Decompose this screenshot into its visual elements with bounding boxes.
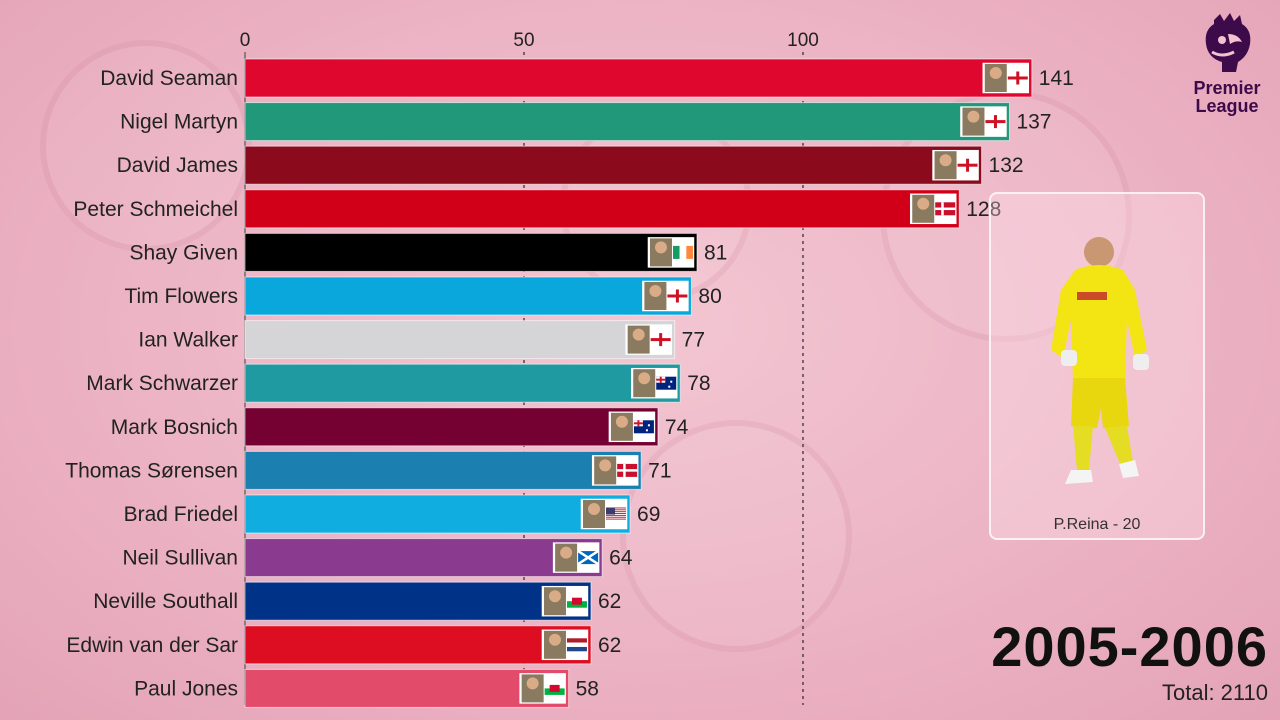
england-flag-icon [650,333,671,347]
logo-line-1: Premier [1193,78,1261,98]
bar [244,58,1033,98]
bar [244,450,642,490]
bar [244,407,659,447]
england-flag-icon [1007,71,1028,85]
usa-flag-icon [606,507,627,520]
bar-value: 64 [609,547,633,570]
player-face-icon [939,154,952,167]
bar-label: Brad Friedel [124,503,238,526]
player-face-icon [560,546,573,559]
bar-label: Thomas Sørensen [65,459,238,482]
bar-label: Mark Bosnich [111,416,238,439]
premier-league-logo: Premier League [1188,12,1266,115]
bar-value: 71 [648,459,671,482]
player-face-icon [967,110,980,123]
bar [244,189,960,229]
background-crest [620,420,852,652]
bar-value: 80 [698,285,721,308]
player-face-icon [599,459,612,472]
logo-line-2: League [1195,96,1259,116]
bar-label: Neil Sullivan [122,547,238,570]
denmark-flag-icon [617,463,638,477]
netherlands-flag-icon [566,638,587,652]
bar-value: 132 [989,154,1024,177]
bar [244,581,592,621]
bar-label: Mark Schwarzer [86,372,238,395]
bar [244,102,1010,142]
denmark-flag-icon [935,202,956,216]
bar-value: 62 [598,634,621,657]
x-tick-label: 100 [787,30,819,51]
player-face-icon [989,67,1002,79]
bar [244,538,603,578]
featured-player-caption: P.Reina - 20 [1053,516,1141,533]
bar [244,494,631,534]
wales-flag-icon [544,681,565,695]
bar-label: Nigel Martyn [120,111,238,134]
bar-label: Shay Given [129,241,238,264]
bar-value: 58 [576,677,599,700]
player-face-icon [654,241,667,254]
featured-player-card: P.Reina - 20 [989,192,1205,540]
goalkeeper-image [1051,237,1149,484]
bar-label: David James [117,154,238,177]
lion-crest-icon [1205,13,1251,72]
bar-label: Neville Southall [93,590,238,613]
bar [244,145,983,185]
bar [244,363,681,403]
england-flag-icon [985,115,1006,129]
total-label: Total: 2110 [1161,680,1268,705]
bar [244,232,698,272]
player-face-icon [526,677,539,690]
bar [244,668,570,708]
bar [244,625,592,665]
wales-flag-icon [566,594,587,608]
player-face-icon [548,633,561,646]
ireland-flag-icon [672,245,693,259]
bar-value: 141 [1039,67,1074,90]
bar-label: Tim Flowers [124,285,238,308]
bar [244,320,676,360]
season-label: 2005-2006 [991,615,1268,678]
player-face-icon [632,328,645,341]
bar-value: 128 [966,198,1001,221]
bar-label: Peter Schmeichel [73,198,238,221]
bar-value: 137 [1016,111,1051,134]
bar-label: Ian Walker [138,329,238,352]
bar-value: 78 [687,372,710,395]
bar-label: David Seaman [100,67,238,90]
bar [244,276,692,316]
england-flag-icon [667,289,688,303]
bar-value: 81 [704,241,727,264]
player-face-icon [548,590,561,603]
player-face-icon [615,415,628,428]
australia-flag-icon [633,420,654,434]
background-crest [40,40,252,252]
bar-value: 74 [665,416,689,439]
bar-value: 69 [637,503,660,526]
x-tick-label: 50 [513,30,534,51]
player-face-icon [588,503,601,515]
bar-label: Paul Jones [134,677,238,700]
bar-value: 77 [682,329,705,352]
scotland-flag-icon [577,550,599,566]
bar-value: 62 [598,590,621,613]
player-face-icon [917,197,930,210]
player-face-icon [649,285,662,297]
australia-flag-icon [656,376,677,390]
england-flag-icon [957,158,978,172]
bar-label: Edwin van der Sar [66,634,238,657]
x-tick-label: 0 [240,30,251,51]
player-face-icon [638,372,651,385]
